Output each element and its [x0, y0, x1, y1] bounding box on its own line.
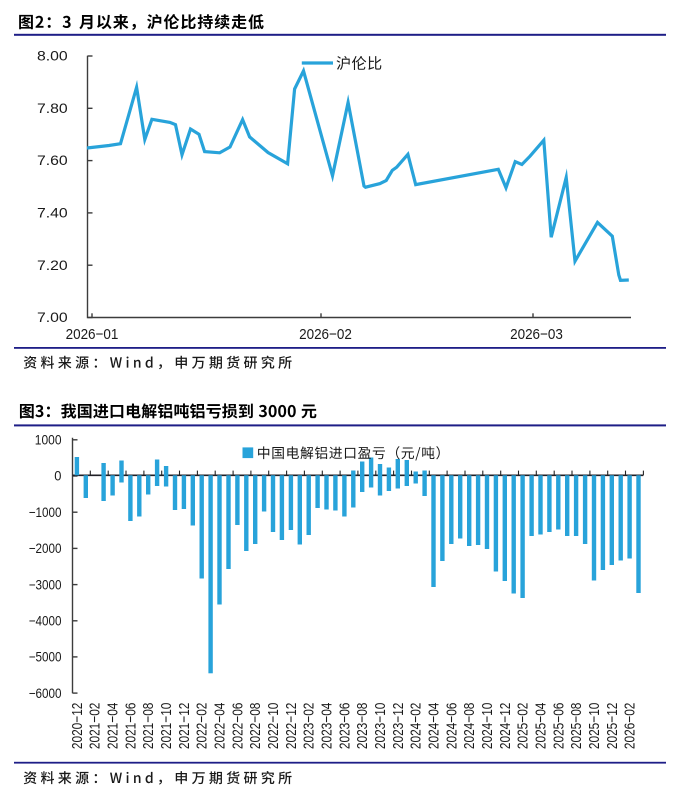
svg-text:2021−02: 2021−02 — [87, 703, 104, 750]
svg-text:2022−06: 2022−06 — [229, 703, 246, 750]
svg-text:2025−04: 2025−04 — [533, 703, 550, 750]
svg-text:2023−12: 2023−12 — [390, 703, 407, 750]
svg-text:−2000: −2000 — [29, 541, 62, 556]
svg-text:2023−06: 2023−06 — [336, 703, 353, 750]
svg-text:2021−04: 2021−04 — [105, 703, 122, 750]
svg-text:−1000: −1000 — [29, 505, 62, 520]
svg-text:2026−01: 2026−01 — [66, 326, 119, 343]
svg-text:2026−02: 2026−02 — [622, 703, 639, 750]
svg-text:7.20: 7.20 — [37, 258, 68, 273]
svg-text:7.40: 7.40 — [37, 206, 68, 221]
svg-text:0: 0 — [54, 469, 61, 484]
svg-text:2023−02: 2023−02 — [301, 703, 318, 750]
svg-text:2024−12: 2024−12 — [497, 703, 514, 750]
svg-text:2022−02: 2022−02 — [194, 703, 211, 750]
svg-text:8.00: 8.00 — [37, 49, 68, 64]
svg-text:2024−06: 2024−06 — [443, 703, 460, 750]
svg-text:2022−10: 2022−10 — [265, 703, 282, 750]
svg-text:2024−08: 2024−08 — [461, 703, 478, 750]
svg-text:−6000: −6000 — [29, 686, 62, 701]
svg-text:2024−10: 2024−10 — [479, 703, 496, 750]
svg-text:7.00: 7.00 — [37, 310, 68, 325]
svg-text:2021−08: 2021−08 — [140, 703, 157, 750]
svg-text:2025−06: 2025−06 — [550, 703, 567, 750]
svg-text:2025−08: 2025−08 — [568, 703, 585, 750]
svg-text:−4000: −4000 — [29, 614, 62, 629]
svg-text:2021−12: 2021−12 — [176, 703, 193, 750]
svg-text:2026−02: 2026−02 — [299, 326, 352, 343]
svg-text:7.80: 7.80 — [37, 101, 68, 116]
svg-text:2023−10: 2023−10 — [372, 703, 389, 750]
svg-text:2025−02: 2025−02 — [515, 703, 532, 750]
svg-text:2023−08: 2023−08 — [354, 703, 371, 750]
svg-text:2026−03: 2026−03 — [510, 326, 563, 343]
svg-text:2022−08: 2022−08 — [247, 703, 264, 750]
svg-text:2025−12: 2025−12 — [604, 703, 621, 750]
svg-text:2021−06: 2021−06 — [122, 703, 139, 750]
svg-text:2023−04: 2023−04 — [319, 703, 336, 750]
svg-text:2022−04: 2022−04 — [212, 703, 229, 750]
svg-text:2025−10: 2025−10 — [586, 703, 603, 750]
svg-text:−3000: −3000 — [29, 577, 62, 592]
svg-text:−5000: −5000 — [29, 650, 62, 665]
svg-text:1000: 1000 — [35, 433, 62, 448]
svg-text:2022−12: 2022−12 — [283, 703, 300, 750]
svg-text:2024−04: 2024−04 — [426, 703, 443, 750]
svg-text:2024−02: 2024−02 — [408, 703, 425, 750]
svg-text:7.60: 7.60 — [37, 153, 68, 168]
svg-text:2021−10: 2021−10 — [158, 703, 175, 750]
svg-text:2020−12: 2020−12 — [69, 703, 86, 750]
